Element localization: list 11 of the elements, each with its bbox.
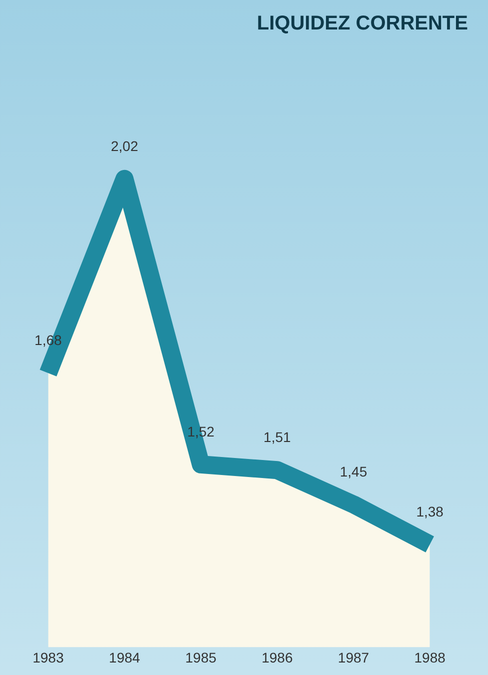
data-label: 1,51 [264,429,292,446]
x-tick-label: 1983 [32,649,64,666]
chart-title: LIQUIDEZ CORRENTE [256,12,468,35]
x-tick-label: 1984 [108,649,140,666]
x-tick-label: 1987 [338,649,370,666]
data-label: 1,38 [416,503,444,520]
data-label: 1,45 [340,463,368,480]
x-tick-label: 1985 [185,649,217,666]
data-label: 2,02 [110,138,138,154]
x-tick-label: 1986 [262,649,293,666]
x-tick-label: 1988 [414,649,446,666]
